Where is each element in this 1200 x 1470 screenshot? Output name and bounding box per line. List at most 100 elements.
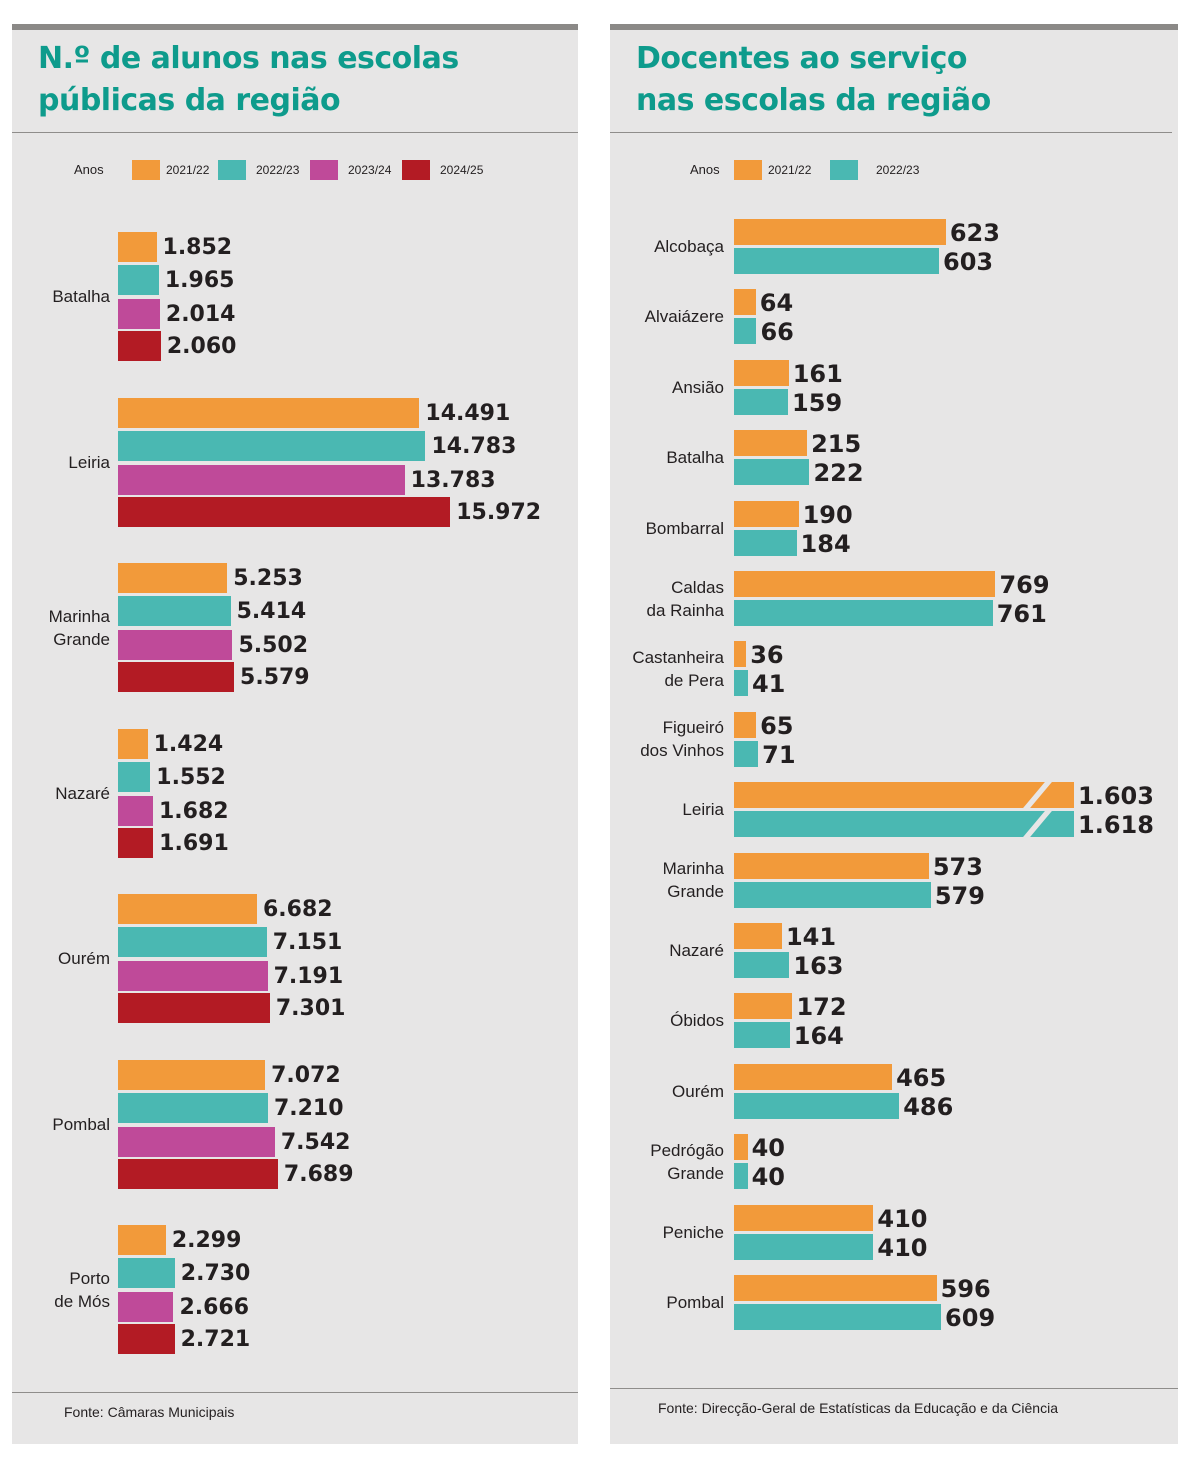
category-label-ansiao: Ansião xyxy=(672,377,724,397)
value-label-peniche-2021-22: 410 xyxy=(877,1204,928,1233)
bar-leiria-2021-22 xyxy=(734,779,1074,812)
category-label-nazare: Nazaré xyxy=(55,783,110,803)
value-label-marinha-grande-2021-22: 573 xyxy=(932,852,983,881)
value-label-obidos-2021-22: 172 xyxy=(796,993,847,1022)
category-label-batalha: Batalha xyxy=(52,287,110,306)
axis-break-mark xyxy=(1020,808,1055,841)
bar-ourem-2021-22 xyxy=(118,894,257,924)
category-label-obidos: Óbidos xyxy=(670,1011,724,1031)
category-label-peniche: Peniche xyxy=(662,1222,724,1242)
bar-caldas-da-rainha-2022-23 xyxy=(734,600,993,626)
bar-ansiao-2021-22 xyxy=(734,359,789,386)
value-label-pedrogao-grande-2022-23: 40 xyxy=(751,1163,785,1192)
title-divider xyxy=(12,132,578,133)
value-label-pombal-2022-23: 7.210 xyxy=(273,1095,344,1121)
bar-ourem-2024-25 xyxy=(118,993,270,1023)
category-label-nazare: Nazaré xyxy=(669,941,724,960)
value-label-pombal-2021-22: 596 xyxy=(940,1275,991,1303)
category-label-ourem: Ourém xyxy=(672,1081,724,1101)
value-label-nazare-2023-24: 1.682 xyxy=(158,798,229,824)
value-label-caldas-da-rainha-2022-23: 761 xyxy=(996,600,1047,628)
value-label-obidos-2022-23: 164 xyxy=(793,1022,844,1051)
title-line: nas escolas da região xyxy=(636,83,991,118)
bar-bombarral-2022-23 xyxy=(734,529,797,556)
legend-swatch-2022-23 xyxy=(830,160,858,180)
category-label-figueiro-dos-vinhos: Figueiró dos Vinhos xyxy=(640,718,724,761)
value-label-pombal-2022-23: 609 xyxy=(945,1304,996,1332)
bar-nazare-2022-23 xyxy=(118,761,151,792)
bar-obidos-2021-22 xyxy=(734,993,793,1020)
bar-batalha-2022-23 xyxy=(734,459,810,486)
bar-porto-de-mos-2021-22 xyxy=(118,1225,166,1255)
panel-top-bar xyxy=(12,24,578,30)
title-line: N.º de alunos nas escolas xyxy=(38,41,459,76)
bar-marinha-grande-2021-22 xyxy=(118,563,228,593)
teachers-source: Fonte: Direcção-Geral de Estatísticas da… xyxy=(658,1400,1058,1416)
bar-porto-de-mos-2022-23 xyxy=(118,1258,175,1288)
bar-batalha-2021-22 xyxy=(118,232,157,262)
legend-label-2022-23: 2022/23 xyxy=(256,163,300,177)
bar-nazare-2023-24 xyxy=(118,795,153,826)
value-label-figueiro-dos-vinhos-2022-23: 71 xyxy=(762,740,796,769)
bar-alvaiazere-2021-22 xyxy=(734,289,756,316)
category-label-leiria: Leiria xyxy=(68,452,110,472)
legend-swatch-2024-25 xyxy=(402,160,430,180)
value-label-marinha-grande-2023-24: 5.502 xyxy=(238,633,309,658)
category-label-pedrogao-grande: Pedrógão Grande xyxy=(650,1140,724,1183)
category-label-caldas-da-rainha: Caldas da Rainha xyxy=(646,577,724,620)
bar-leiria-2024-25 xyxy=(118,496,451,527)
bar-nazare-2021-22 xyxy=(118,728,148,759)
legend-label-2024-25: 2024/25 xyxy=(440,163,484,177)
value-label-marinha-grande-2022-23: 5.414 xyxy=(236,599,307,624)
value-label-castanheira-de-pera-2022-23: 41 xyxy=(751,670,786,699)
teachers-chart-panel: Docentes ao serviço nas escolas da regiã… xyxy=(610,24,1178,1444)
bar-marinha-grande-2023-24 xyxy=(118,630,233,660)
bar-bombarral-2021-22 xyxy=(734,500,799,527)
bar-nazare-2021-22 xyxy=(734,923,782,949)
bar-marinha-grande-2022-23 xyxy=(118,596,231,626)
value-label-batalha-2023-24: 2.014 xyxy=(165,302,236,327)
value-label-pombal-2023-24: 7.542 xyxy=(280,1129,351,1155)
value-label-nazare-2024-25: 1.691 xyxy=(159,830,229,856)
category-label-batalha: Batalha xyxy=(666,448,724,468)
students-chart-panel: N.º de alunos nas escolas públicas da re… xyxy=(12,24,578,1444)
category-label-alvaiazere: Alvaiázere xyxy=(644,307,724,327)
legend-label-2021-22: 2021/22 xyxy=(166,163,210,177)
bar-alcobaca-2022-23 xyxy=(734,248,940,274)
bar-pedrogao-grande-2021-22 xyxy=(734,1134,748,1161)
category-label-alcobaca: Alcobaça xyxy=(654,237,724,256)
students-chart-title: N.º de alunos nas escolas públicas da re… xyxy=(38,38,459,122)
legend-title: Anos xyxy=(74,162,104,177)
value-label-marinha-grande-2022-23: 579 xyxy=(934,881,985,910)
bar-marinha-grande-2021-22 xyxy=(734,852,929,879)
bar-nazare-2022-23 xyxy=(734,952,790,978)
category-label-castanheira-de-pera: Castanheira de Pera xyxy=(632,647,724,690)
bar-leiria-2021-22 xyxy=(118,397,420,428)
bar-leiria-2023-24 xyxy=(118,464,405,495)
footer-divider xyxy=(12,1392,578,1393)
legend-label-2022-23: 2022/23 xyxy=(876,163,920,177)
value-label-porto-de-mos-2022-23: 2.730 xyxy=(180,1261,251,1286)
value-label-castanheira-de-pera-2021-22: 36 xyxy=(750,641,784,670)
bar-marinha-grande-2022-23 xyxy=(734,881,931,908)
legend-label-2023-24: 2023/24 xyxy=(348,163,392,177)
value-label-batalha-2021-22: 1.852 xyxy=(162,235,233,260)
axis-break-mark xyxy=(1020,779,1055,812)
bar-marinha-grande-2024-25 xyxy=(118,662,235,692)
value-label-nazare-2022-23: 1.552 xyxy=(156,764,226,790)
value-label-batalha-2021-22: 215 xyxy=(811,430,862,459)
bar-ourem-2022-23 xyxy=(118,927,267,957)
footer-divider xyxy=(610,1388,1178,1389)
value-label-alcobaca-2022-23: 603 xyxy=(943,248,994,276)
value-label-ansiao-2022-23: 159 xyxy=(792,388,843,417)
value-label-nazare-2021-22: 141 xyxy=(785,923,837,951)
value-label-porto-de-mos-2023-24: 2.666 xyxy=(179,1295,250,1320)
value-label-leiria-2024-25: 15.972 xyxy=(456,499,542,525)
bar-castanheira-de-pera-2021-22 xyxy=(734,641,747,668)
value-label-peniche-2022-23: 410 xyxy=(877,1233,928,1262)
bar-batalha-2021-22 xyxy=(734,430,808,457)
value-label-leiria-2022-23: 1.618 xyxy=(1078,811,1154,840)
bar-ourem-2022-23 xyxy=(734,1092,900,1119)
value-label-nazare-2022-23: 163 xyxy=(793,952,844,980)
category-label-porto-de-mos: Porto de Mós xyxy=(54,1268,110,1311)
